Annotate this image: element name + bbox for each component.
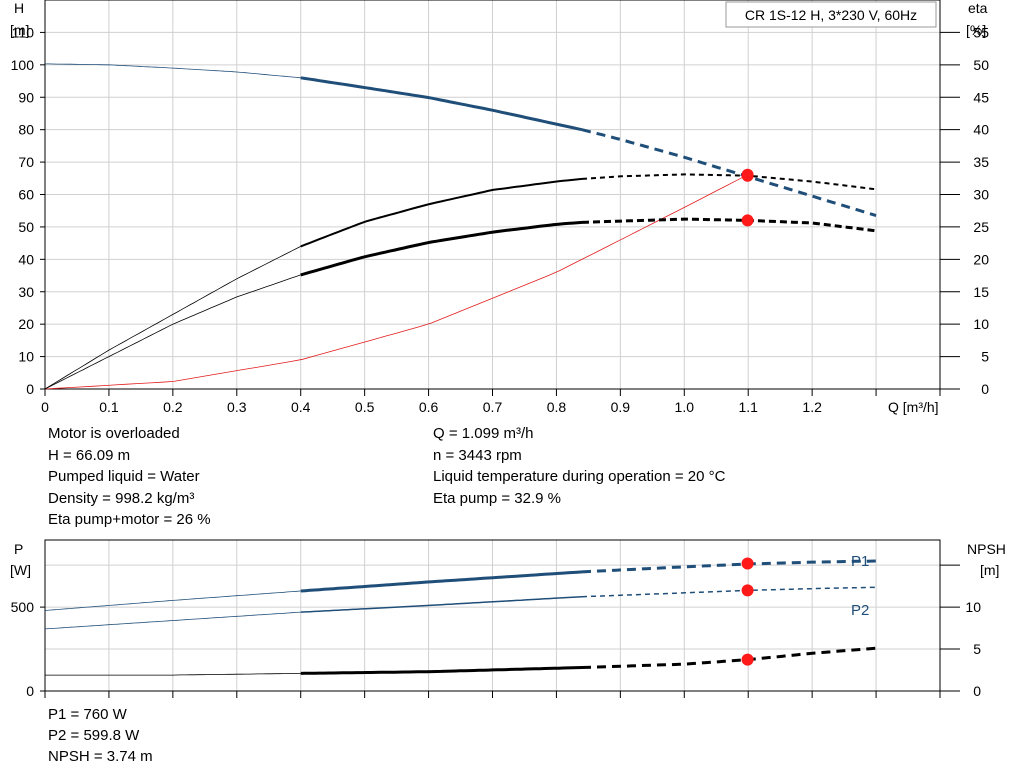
eta-pump-motor-curve-dashed [581, 217, 877, 233]
info-line: Density = 998.2 kg/m³ [48, 489, 195, 507]
y-right-tick-label: 0 [981, 381, 989, 397]
y-left-tick-label: 60 [18, 187, 34, 203]
y-right-tick-label: 45 [973, 89, 989, 105]
y-left-tick-label: 0 [26, 683, 34, 699]
operating-point-npsh [741, 653, 754, 666]
head-curve-thin [45, 63, 301, 79]
y-left-tick-label: 0 [26, 381, 34, 397]
operating-point-p1 [741, 557, 754, 570]
info-line: P2 = 599.8 W [48, 727, 140, 744]
x-tick-label: 0.5 [355, 399, 375, 415]
x-tick-label: 0.7 [483, 399, 503, 415]
x-tick-label: 1.2 [802, 399, 822, 415]
chart-title-box [725, 1, 937, 28]
y-right-tick-label: 5 [981, 349, 989, 365]
series-label-p1: P1 [851, 553, 869, 570]
eta-pump-curve-thin [44, 246, 301, 390]
info-line: Liquid temperature during operation = 20… [433, 468, 726, 485]
x-axis-label: Q [m³/h] [888, 399, 939, 415]
system-curve [44, 174, 748, 390]
y-left-tick-label: 500 [11, 599, 35, 615]
y-right-tick-label: 35 [973, 154, 989, 170]
info-line: Q = 1.099 m³/h [433, 425, 534, 442]
power-p1-curve-thick [300, 570, 583, 593]
x-tick-label: 0.4 [291, 399, 311, 415]
power-p1-curve-dashed [581, 559, 877, 574]
operating-point-eta-pump [741, 169, 754, 182]
y-right-axis-label: NPSH [967, 541, 1006, 557]
power-p1-curve-thin [44, 590, 301, 611]
eta-pump-curve-thick [300, 177, 583, 248]
power-p2-curve-dashed [581, 586, 877, 598]
info-line: H = 66.09 m [48, 446, 131, 464]
y-left-tick-label: 10 [18, 349, 34, 365]
npsh-curve-dashed [581, 646, 877, 669]
y-left-tick-label: 90 [18, 89, 34, 105]
info-line: Pumped liquid = Water [48, 468, 200, 485]
info-block-upper-left: Motor is overloaded H = 66.09 m Pumped l… [48, 423, 211, 531]
y-right-tick-label: 30 [973, 187, 989, 203]
y-left-tick-label: 100 [11, 57, 35, 73]
info-block-upper-right: Q = 1.099 m³/h n = 3443 rpm Liquid tempe… [433, 423, 725, 509]
series-label-p2: P2 [851, 602, 869, 619]
x-tick-label: 0 [41, 399, 49, 415]
eta-pump-motor-curve-thin [44, 274, 301, 390]
info-line: NPSH = 3.74 m [48, 748, 153, 765]
operating-point-eta-pump-motor [741, 214, 754, 227]
npsh-curve-thick [300, 666, 583, 675]
operating-point-p2 [741, 584, 754, 597]
npsh-curve-thin [45, 673, 301, 676]
info-block-lower: P1 = 760 W P2 = 599.8 W NPSH = 3.74 m [48, 704, 153, 767]
y-right-tick-label: 55 [973, 24, 989, 40]
power-p2-curve-thin [44, 611, 301, 630]
y-right-tick-label: 5 [973, 641, 981, 657]
info-line: Eta pump = 32.9 % [433, 489, 561, 507]
y-left-axis-unit: [m] [10, 22, 29, 38]
head-curve-thick [300, 76, 583, 132]
y-left-tick-label: 50 [18, 219, 34, 235]
y-right-axis-unit: [m] [980, 562, 999, 578]
y-right-axis-label: eta [968, 0, 988, 16]
y-left-tick-label: 20 [18, 316, 34, 332]
head-curve-dashed [581, 128, 877, 218]
x-tick-label: 0.6 [419, 399, 439, 415]
x-tick-label: 0.9 [611, 399, 631, 415]
y-right-axis-unit: [%] [966, 22, 986, 38]
y-right-tick-label: 0 [973, 683, 981, 699]
power-p2-curve-thick [300, 595, 583, 613]
info-line: P1 = 760 W [48, 706, 127, 723]
x-tick-label: 0.1 [99, 399, 119, 415]
y-left-tick-label: 110 [12, 24, 35, 40]
y-left-tick-label: 40 [18, 251, 34, 267]
eta-pump-motor-curve-thick [300, 220, 583, 277]
y-left-tick-label: 30 [18, 284, 34, 300]
y-right-tick-label: 40 [973, 122, 989, 138]
y-right-tick-label: 50 [973, 57, 989, 73]
y-left-tick-label: 80 [18, 122, 34, 138]
eta-pump-curve-dashed [581, 173, 877, 191]
y-left-axis-label: H [14, 0, 24, 16]
x-tick-label: 0.8 [547, 399, 567, 415]
y-right-tick-label: 25 [973, 219, 989, 235]
info-line: n = 3443 rpm [433, 446, 522, 464]
chart-title: CR 1S-12 H, 3*230 V, 60Hz [745, 7, 917, 23]
info-line: Eta pump+motor = 26 % [48, 511, 211, 528]
x-tick-label: 1.0 [675, 399, 695, 415]
y-right-tick-label: 15 [973, 284, 989, 300]
y-right-tick-label: 10 [965, 599, 981, 615]
y-right-tick-label: 20 [973, 251, 989, 267]
y-left-tick-label: 70 [18, 154, 34, 170]
y-left-axis-label: P [14, 541, 23, 557]
x-tick-label: 0.2 [163, 399, 183, 415]
info-line: Motor is overloaded [48, 425, 180, 442]
y-right-tick-label: 10 [973, 316, 989, 332]
x-tick-label: 0.3 [227, 399, 247, 415]
x-tick-label: 1.1 [738, 399, 758, 415]
y-left-axis-unit: [W] [10, 562, 31, 578]
